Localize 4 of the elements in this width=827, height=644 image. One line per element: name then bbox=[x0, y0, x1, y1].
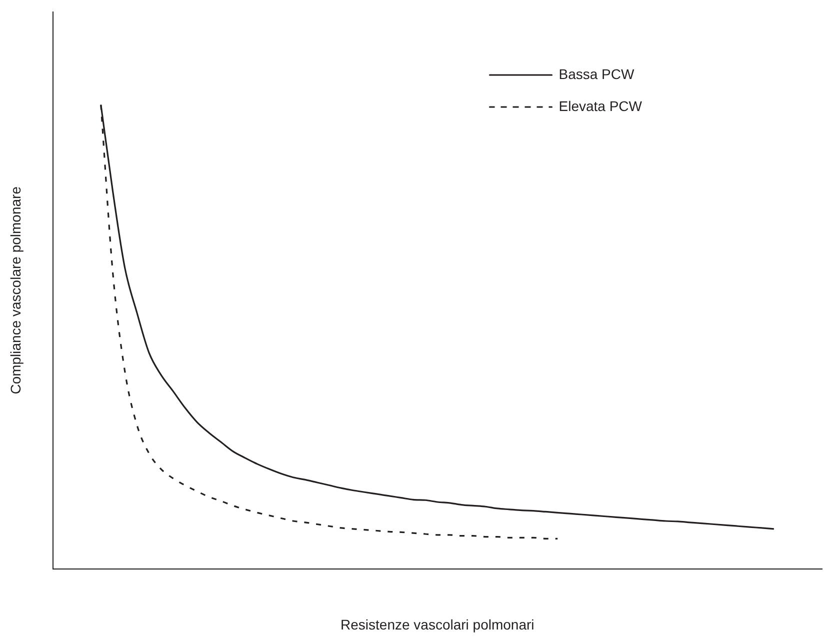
legend-label: Bassa PCW bbox=[558, 66, 635, 82]
legend-label: Elevata PCW bbox=[558, 98, 643, 114]
x-axis-title: Resistenze vascolari polmonari bbox=[340, 616, 534, 632]
y-axis-title: Compliance vascolare polmonare bbox=[7, 186, 24, 394]
